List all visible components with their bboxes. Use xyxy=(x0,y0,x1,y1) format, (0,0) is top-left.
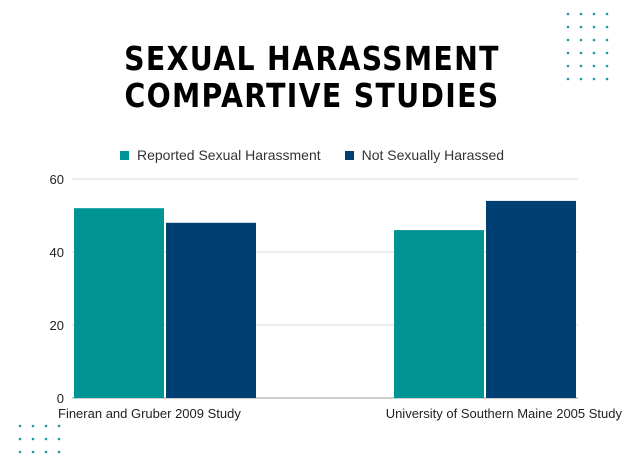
decor-dot xyxy=(566,25,570,29)
decor-dot xyxy=(605,64,609,68)
decor-dot xyxy=(44,437,48,441)
decor-dot xyxy=(592,25,596,29)
decor-dot xyxy=(57,450,61,454)
decor-dot xyxy=(31,424,35,428)
decor-dot xyxy=(566,64,570,68)
decor-dot xyxy=(592,38,596,42)
decor-dot xyxy=(579,25,583,29)
decor-dot xyxy=(592,64,596,68)
decor-dot xyxy=(566,77,570,81)
decor-dot xyxy=(605,77,609,81)
legend-item-reported[interactable]: Reported Sexual Harassment xyxy=(119,147,321,163)
decor-dot xyxy=(579,12,583,16)
decor-dot xyxy=(18,450,22,454)
legend-swatch-reported xyxy=(119,150,129,160)
chart-title: SEXUAL HARASSMENT COMPARTIVE STUDIES xyxy=(44,40,581,114)
decor-dot xyxy=(579,51,583,55)
y-tick-label: 0 xyxy=(57,391,64,406)
legend-item-not-harassed[interactable]: Not Sexually Harassed xyxy=(344,147,505,163)
decor-dot xyxy=(605,12,609,16)
x-tick-label: University of Southern Maine 2005 Study xyxy=(386,406,623,421)
y-tick-label: 40 xyxy=(50,245,64,260)
decor-dot xyxy=(18,437,22,441)
title-line-2: COMPARTIVE STUDIES xyxy=(124,76,500,115)
decor-dot xyxy=(44,424,48,428)
legend-label-not-harassed: Not Sexually Harassed xyxy=(361,147,505,163)
decor-dot xyxy=(605,25,609,29)
legend-swatch-not-harassed xyxy=(344,150,354,160)
decor-dot xyxy=(579,77,583,81)
dot-grid xyxy=(566,12,609,81)
bar xyxy=(394,230,484,398)
dot-grid xyxy=(18,424,61,454)
decor-dot xyxy=(57,437,61,441)
decor-dot xyxy=(566,38,570,42)
decorative-dots-bottom-left xyxy=(18,424,61,459)
decor-dot xyxy=(605,38,609,42)
decorative-dots-top-right xyxy=(566,12,609,86)
decor-dot xyxy=(31,450,35,454)
decor-dot xyxy=(566,12,570,16)
decor-dot xyxy=(18,424,22,428)
decor-dot xyxy=(31,437,35,441)
decor-dot xyxy=(592,77,596,81)
y-tick-label: 60 xyxy=(50,172,64,187)
decor-dot xyxy=(592,51,596,55)
bar xyxy=(486,200,576,398)
decor-dot xyxy=(605,51,609,55)
decor-dot xyxy=(44,450,48,454)
decor-dot xyxy=(579,64,583,68)
x-tick-label: Fineran and Gruber 2009 Study xyxy=(58,406,241,421)
bar xyxy=(166,222,256,398)
bar xyxy=(74,208,164,398)
y-tick-label: 20 xyxy=(50,318,64,333)
decor-dot xyxy=(57,424,61,428)
title-line-1: SEXUAL HARASSMENT xyxy=(124,39,500,78)
decor-dot xyxy=(579,38,583,42)
legend-label-reported: Reported Sexual Harassment xyxy=(136,147,321,163)
chart-legend: Reported Sexual Harassment Not Sexually … xyxy=(0,147,624,163)
decor-dot xyxy=(566,51,570,55)
decor-dot xyxy=(592,12,596,16)
